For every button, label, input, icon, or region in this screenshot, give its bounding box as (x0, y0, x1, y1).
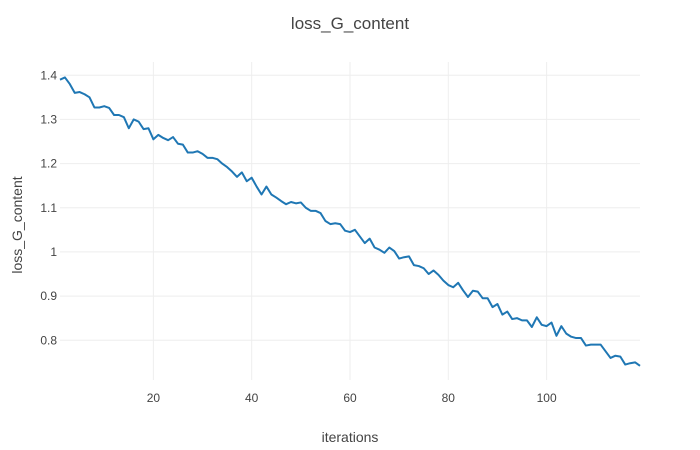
x-gridlines (152, 62, 548, 380)
series-line (59, 76, 641, 367)
y-tick-label: 1 (50, 245, 57, 259)
y-tick-label: 0.9 (40, 289, 57, 303)
y-tick-label: 1.1 (40, 201, 57, 215)
x-tick-label: 60 (343, 391, 357, 405)
y-axis-title: loss_G_content (9, 176, 25, 273)
x-tick-label: 100 (537, 391, 557, 405)
chart-title: loss_G_content (291, 14, 409, 33)
x-axis-title: iterations (322, 429, 379, 445)
series-group (59, 76, 641, 367)
x-tick-label: 20 (147, 391, 161, 405)
y-tick-label: 1.4 (40, 68, 57, 82)
y-tick-label: 1.2 (40, 157, 57, 171)
x-tick-label: 40 (245, 391, 259, 405)
x-tick-labels: 20 40 60 80 100 (147, 391, 557, 405)
y-tick-labels: 0.8 0.9 1 1.1 1.2 1.3 1.4 (40, 68, 57, 347)
y-tick-label: 0.8 (40, 333, 57, 347)
x-tick-label: 80 (442, 391, 456, 405)
y-tick-label: 1.3 (40, 112, 57, 126)
